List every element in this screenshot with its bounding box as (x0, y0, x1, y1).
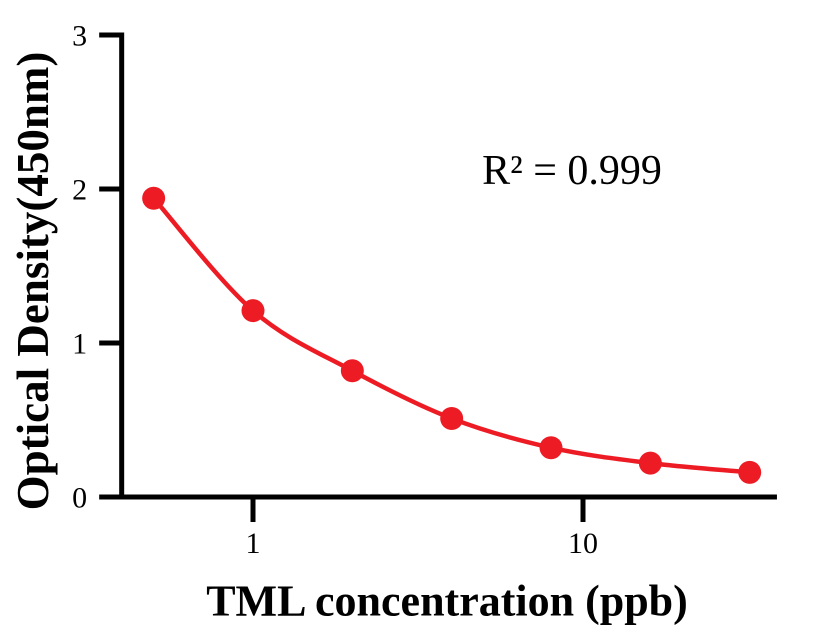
data-point (142, 186, 166, 210)
fit-curve (151, 195, 752, 475)
y-tick-label: 1 (72, 328, 87, 361)
data-point (440, 406, 464, 430)
y-axis-title: Optical Density(450nm) (8, 51, 58, 511)
y-tick-label: 2 (72, 174, 87, 207)
data-point (738, 460, 762, 484)
data-point (638, 451, 662, 475)
data-point (539, 436, 563, 460)
data-point (241, 299, 265, 323)
x-axis-title: TML concentration (ppb) (206, 576, 688, 626)
r-squared-annotation: R² = 0.999 (482, 148, 662, 194)
x-tick-label: 10 (568, 527, 598, 560)
y-tick-label: 3 (72, 20, 87, 53)
data-point (340, 359, 364, 383)
x-tick-label: 1 (246, 527, 261, 560)
y-tick-label: 0 (72, 482, 87, 515)
